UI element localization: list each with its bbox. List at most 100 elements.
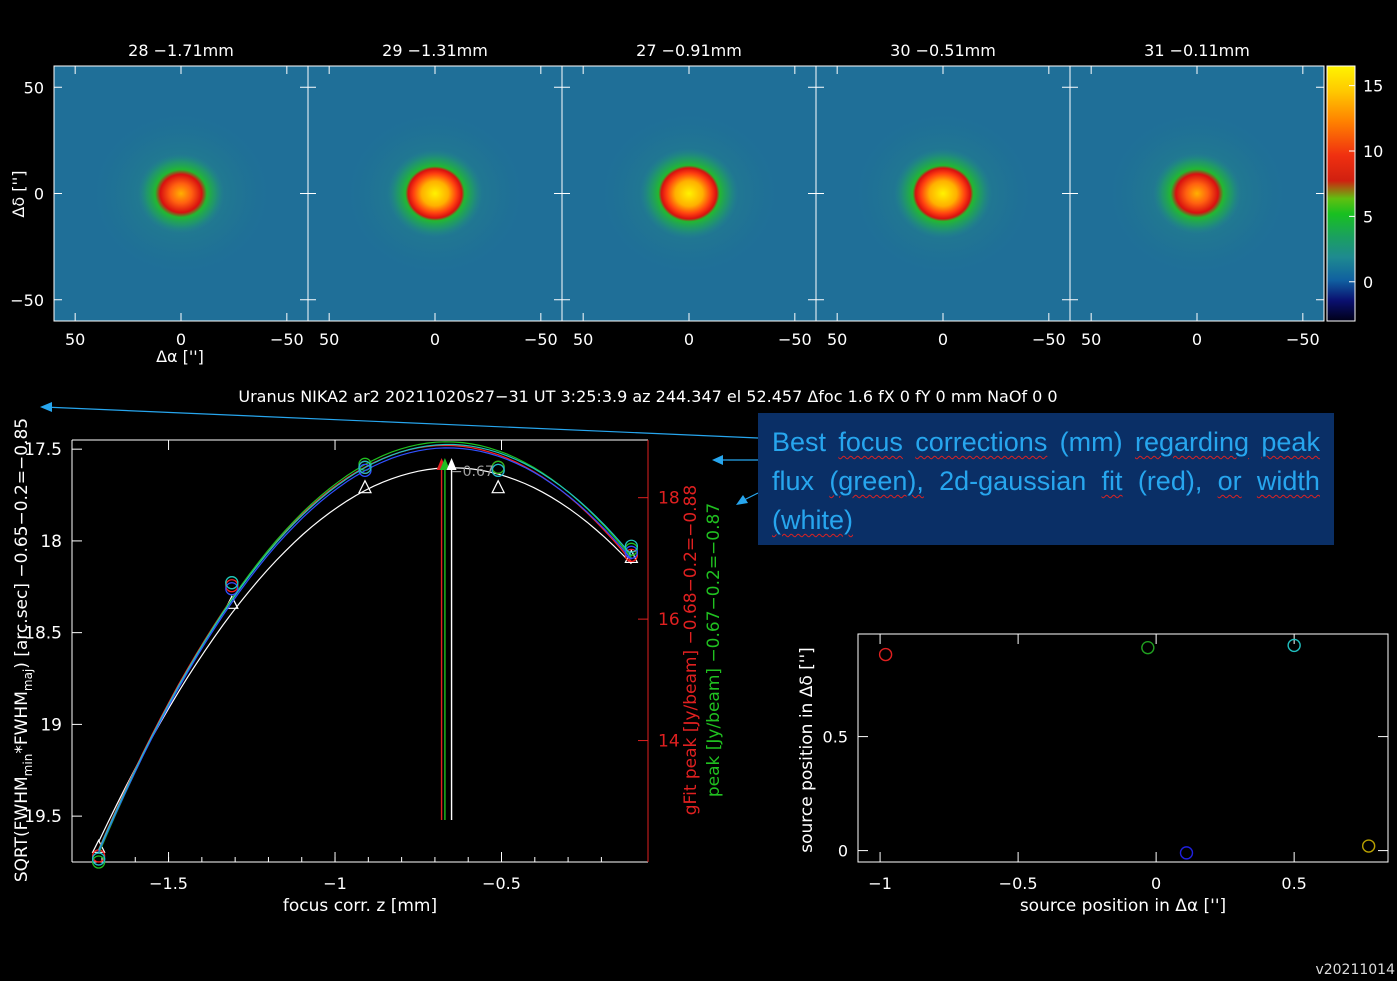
data-point-circle [624,542,639,556]
scatter-frame [857,633,1389,863]
y-tick-label: 19 [40,715,62,735]
arrowhead-green-axis [736,495,748,505]
map-source-blob [137,153,225,234]
map-x-tick-label: 50 [319,330,339,349]
fit-curve [98,444,632,850]
data-point-circle [358,460,372,474]
map-y-axis-label: Δδ [''] [9,170,28,217]
annotation-word: or [1217,466,1242,496]
scatter-y-tick-label: 0.5 [823,728,848,747]
map-title: 31 −0.11mm [1144,41,1250,60]
data-point-triangle [491,479,506,494]
map-source-blob [639,148,739,239]
arrow-to-left-axis-label [43,406,759,439]
y-tick-label: 18 [40,532,62,552]
data-point-circle [624,539,639,553]
scatter-point [878,647,893,662]
colorbar [1327,66,1355,321]
map-y-tick-label: 50 [24,78,44,97]
map-x-tick-label: −50 [1286,330,1320,349]
fit-curve [98,447,632,853]
annotation-word: regarding [1134,427,1250,457]
colorbar-tick-label: 0 [1363,273,1373,292]
annotation-word: (green), [829,466,924,496]
map-x-tick-label: 50 [65,330,85,349]
scatter-x-tick-label: −1 [868,874,892,893]
map-x-tick-label: 0 [1192,330,1202,349]
best-focus-marker [439,458,450,470]
best-focus-marker [446,458,457,470]
left-y-axis-label-part: maj [21,669,35,691]
left-y-axis-label-part: ) [arc.sec] −0.65−0.2=−0.85 [12,418,32,669]
best-focus-annotation: Best focus corrections (mm) regarding pe… [758,413,1334,545]
right-y-axis-label-red: gFit peak [Jy/beam] −0.68−0.2=−0.88 [681,485,701,815]
colorbar-tick-label: 5 [1363,207,1373,226]
scatter-point [1287,638,1301,653]
y-tick-label: 19.5 [24,807,62,827]
annotation-word: (white) [772,505,854,535]
arrowhead-red-axis [712,455,723,465]
colorbar-tick-label: 15 [1363,77,1383,96]
map-x-tick-label: 50 [573,330,593,349]
y-tick-label: 17.5 [24,440,62,460]
map-x-tick-label: 0 [684,330,694,349]
scatter-y-tick-label: 0 [838,842,848,861]
map-x-tick-label: 50 [827,330,847,349]
x-tick-label: −1 [323,874,347,893]
scatter-x-axis-label: source position in Δα [''] [1020,896,1226,916]
right-y-tick-label: 14 [658,732,680,752]
scatter-x-tick-label: −0.5 [999,874,1038,893]
data-point-circle [358,463,372,478]
right-y-tick-label: 16 [658,610,680,630]
data-point-circle [225,576,239,590]
annotation-word: fit [1101,466,1123,496]
annotation-word: width [1256,466,1320,496]
x-axis-label: focus corr. z [mm] [283,896,437,916]
scatter-y-axis-label: source position in Δδ [''] [797,647,817,853]
fit-curve [98,441,632,855]
arrowhead-left-axis [40,402,52,412]
data-point-circle [624,545,639,559]
data-point-circle [491,460,505,474]
data-point-circle [91,852,106,866]
map-source-blob [387,149,483,238]
right-y-axis-label-green: peak [Jy/beam] −0.67−0.2=−0.87 [704,503,724,797]
map-x-tick-label: −50 [270,330,304,349]
map-x-tick-label: 0 [938,330,948,349]
annotation-word: (mm) [1059,427,1123,457]
annotation-word: peak [1261,427,1320,457]
map-source-blob [894,148,992,239]
annotation-word: (red), [1137,466,1203,496]
scatter-x-tick-label: 0.5 [1281,874,1306,893]
data-point-circle [225,582,239,596]
map-x-tick-label: 0 [430,330,440,349]
map-title: 27 −0.91mm [636,41,742,60]
annotation-word: flux [772,466,815,496]
scatter-x-tick-label: 0 [1151,874,1161,893]
map-title: 30 −0.51mm [890,41,996,60]
fit-curve [98,467,632,843]
x-tick-label: −1.5 [149,874,188,893]
map-y-tick-label: −50 [10,291,44,310]
fit-curve [98,443,632,851]
map-title: 29 −1.31mm [382,41,488,60]
right-y-tick-label: 18 [658,489,680,509]
map-x-tick-label: −50 [524,330,558,349]
left-y-axis-label-part: SQRT(FWHM [12,776,32,882]
scatter-point [1141,640,1155,655]
map-x-tick-label: −50 [1032,330,1066,349]
colorbar-tick-label: 10 [1363,142,1383,161]
y-tick-label: 18.5 [24,624,62,644]
left-y-axis-label-part: min [21,754,35,777]
focus-plot-title: Uranus NIKA2 ar2 20211020s27−31 UT 3:25:… [238,387,1057,406]
map-source-blob [1153,153,1241,234]
map-y-tick-label: 0 [34,185,44,204]
data-point-triangle [358,479,372,494]
scatter-point [1179,846,1194,860]
map-title: 28 −1.71mm [128,41,234,60]
left-y-axis-label-part: *FWHM [12,691,32,754]
left-y-axis-label: SQRT(FWHMmin*FWHMmaj) [arc.sec] −0.65−0.… [12,418,35,882]
map-x-tick-label: 0 [176,330,186,349]
annotation-word: 2d-gaussian [939,466,1087,496]
